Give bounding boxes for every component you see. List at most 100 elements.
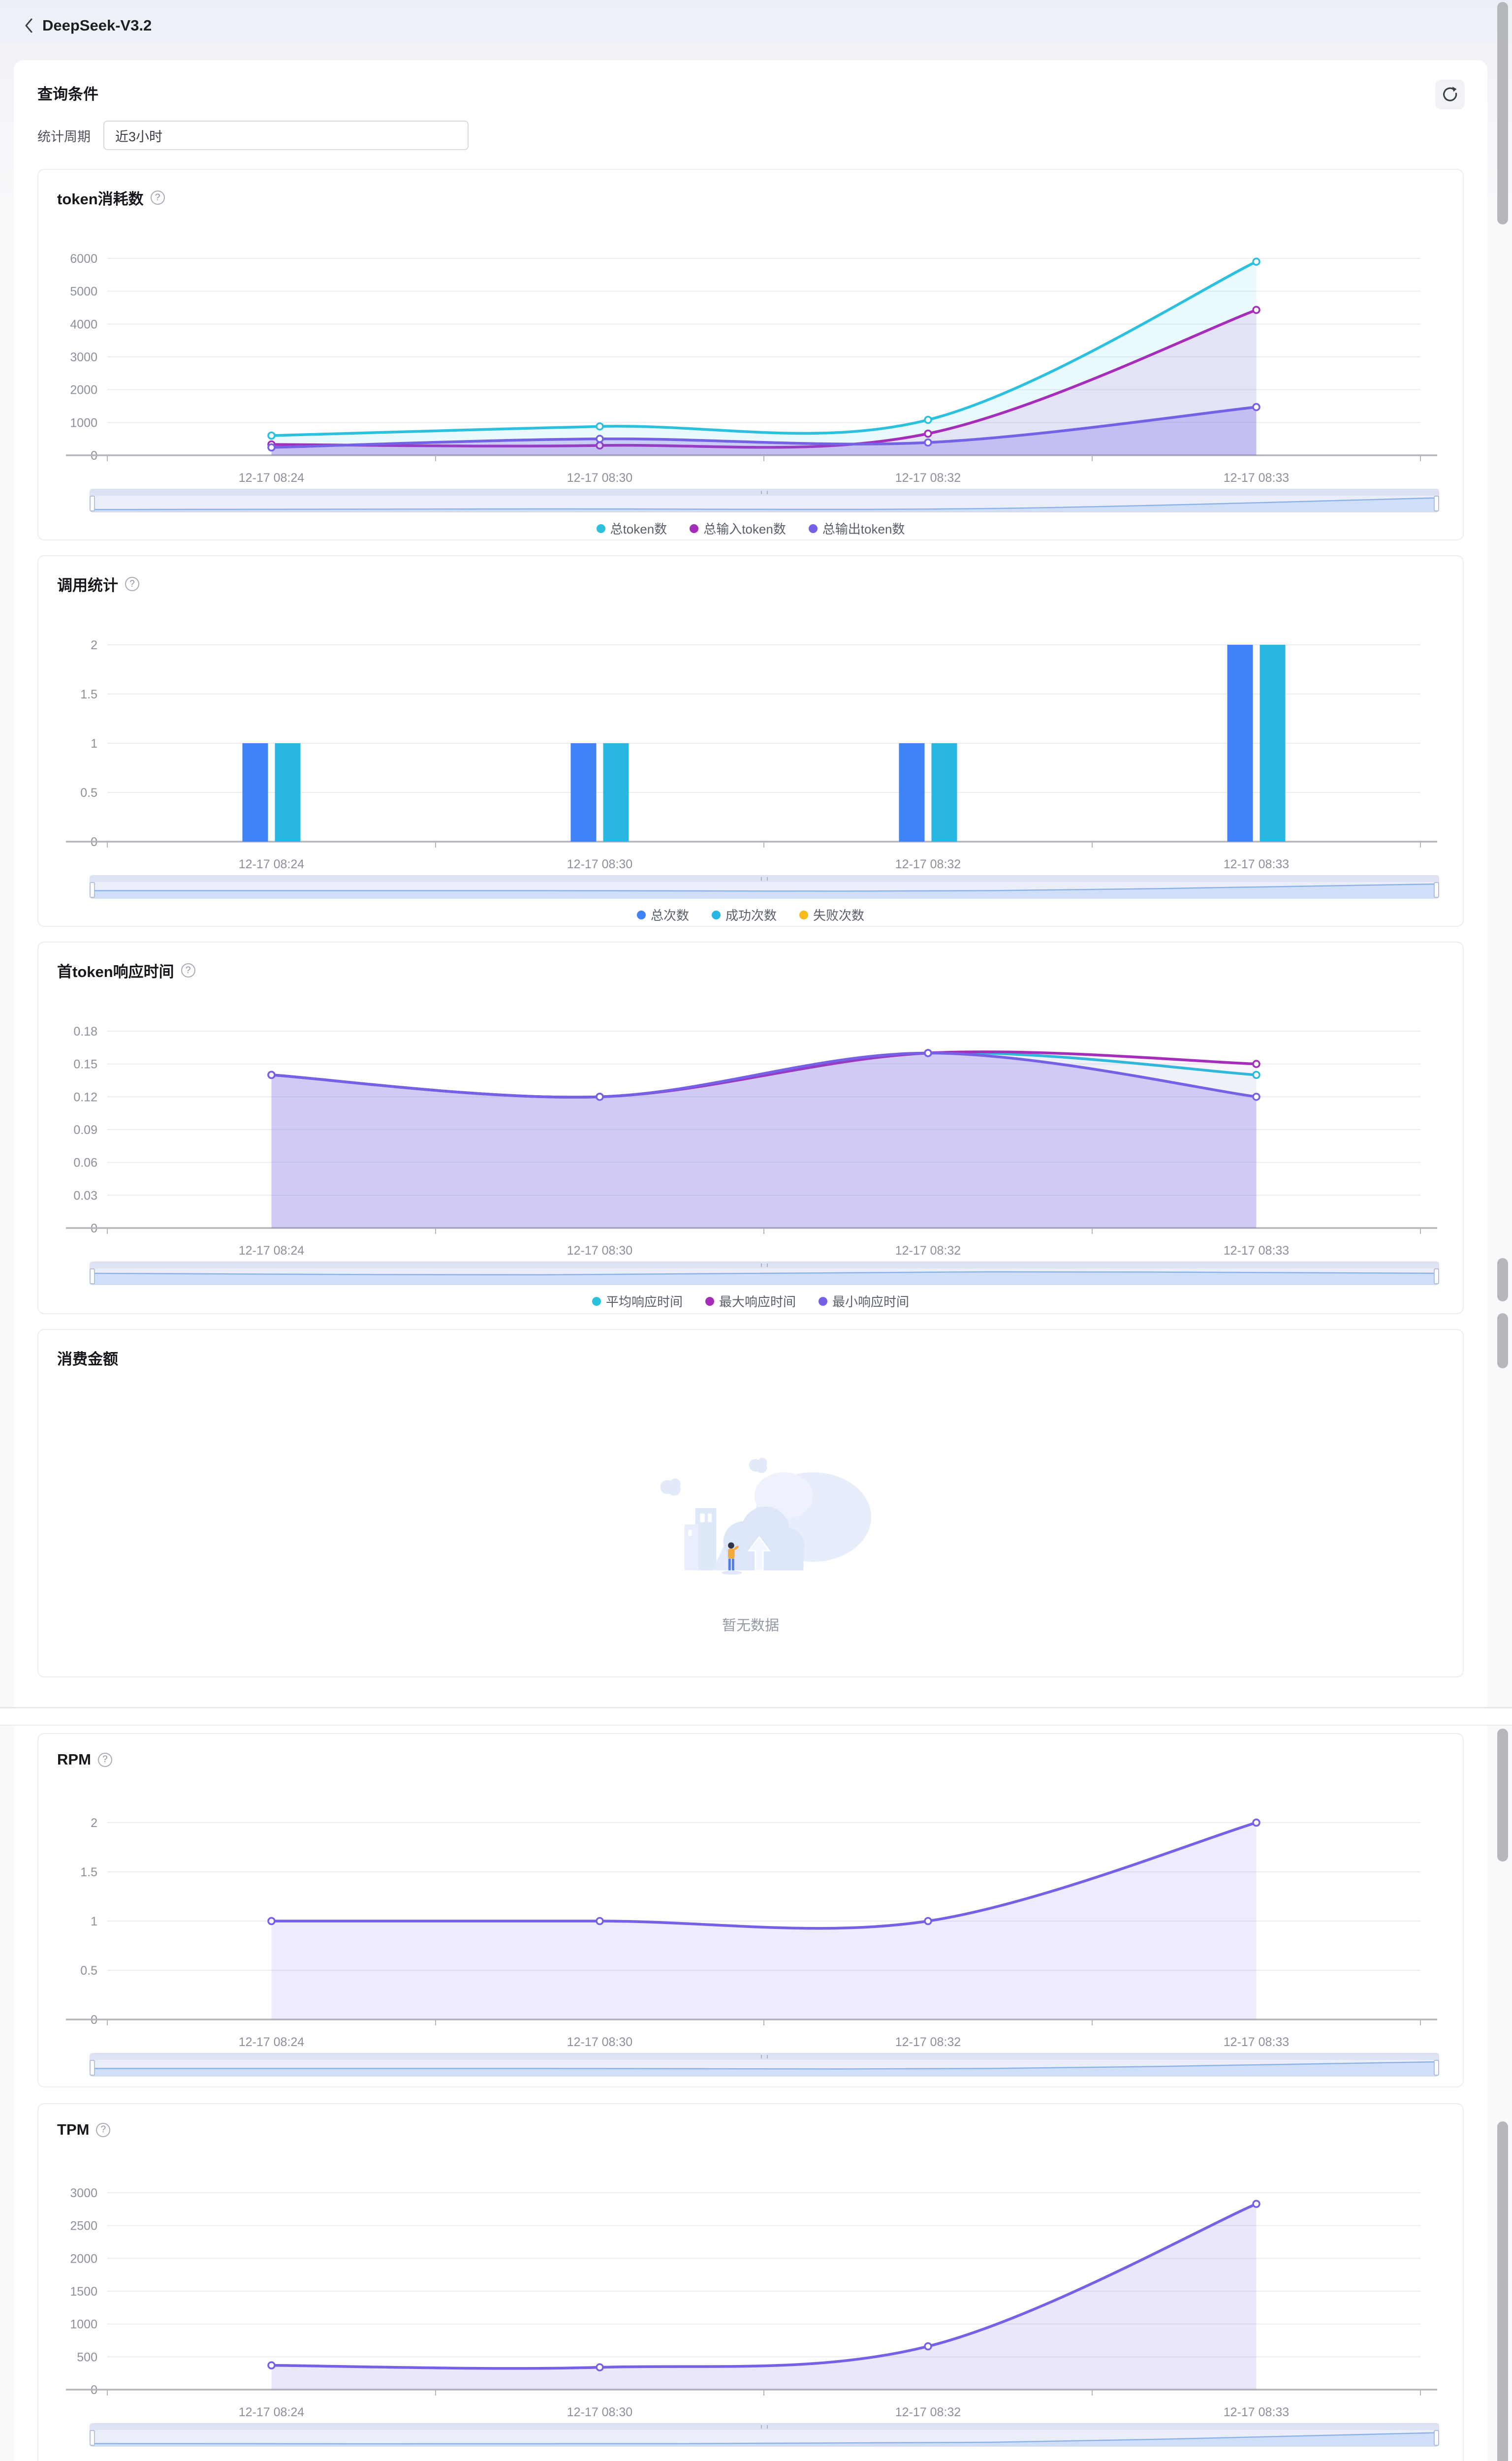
svg-text:0.06: 0.06 xyxy=(73,1156,97,1170)
legend-dot xyxy=(711,910,721,919)
legend-item-总次数[interactable]: 总次数 xyxy=(636,906,689,924)
svg-text:12-17 08:32: 12-17 08:32 xyxy=(895,857,961,871)
bar-总次数 xyxy=(899,743,925,842)
scrollbar-thumb[interactable] xyxy=(1497,2,1508,224)
legend-item-总token数[interactable]: 总token数 xyxy=(596,519,667,537)
period-select[interactable] xyxy=(103,121,469,150)
bar-总次数 xyxy=(570,743,597,842)
legend-label: 平均响应时间 xyxy=(605,1294,683,1309)
svg-text:12-17 08:32: 12-17 08:32 xyxy=(895,1244,961,1258)
svg-text:12-17 08:33: 12-17 08:33 xyxy=(1224,1244,1289,1258)
datazoom-canvas xyxy=(90,2053,1439,2077)
query-panel-title: 查询条件 xyxy=(37,86,98,103)
datazoom-handle-right[interactable] xyxy=(1434,2060,1439,2076)
help-icon[interactable]: ? xyxy=(181,963,195,978)
svg-text:12-17 08:33: 12-17 08:33 xyxy=(1224,471,1289,485)
legend-dot xyxy=(592,1296,601,1306)
scrollbar-thumb[interactable] xyxy=(1497,1729,1508,1862)
svg-text:0.5: 0.5 xyxy=(80,786,97,800)
chart-title: TPM xyxy=(57,2121,90,2138)
svg-text:12-17 08:24: 12-17 08:24 xyxy=(239,2405,305,2419)
help-icon[interactable]: ? xyxy=(150,190,165,205)
datazoom-slider[interactable] xyxy=(90,1262,1439,1285)
chart-title: RPM xyxy=(57,1751,91,1768)
legend-item-最小响应时间[interactable]: 最小响应时间 xyxy=(819,1292,909,1310)
help-icon[interactable]: ? xyxy=(97,1752,112,1767)
svg-text:0.5: 0.5 xyxy=(80,1964,97,1978)
scrollbar-thumb[interactable] xyxy=(1497,1258,1508,1301)
datazoom-handle-left[interactable] xyxy=(90,1268,95,1284)
chart-legend: 总token数 总输入token数 总输出token数 xyxy=(38,519,1463,537)
svg-text:0.18: 0.18 xyxy=(73,1025,97,1039)
datazoom-slider[interactable] xyxy=(90,2423,1439,2447)
datazoom-handle-left[interactable] xyxy=(90,496,95,511)
chart-plot-area: 0.180.150.120.090.060.03012-17 08:2412-1… xyxy=(38,943,1465,1267)
datazoom-handle-left[interactable] xyxy=(90,2430,95,2446)
help-icon[interactable]: ? xyxy=(125,577,139,591)
screenshot-seam xyxy=(0,1707,1512,1726)
svg-text:1.5: 1.5 xyxy=(80,1865,97,1879)
refresh-button[interactable] xyxy=(1435,80,1465,109)
svg-text:12-17 08:32: 12-17 08:32 xyxy=(895,471,961,485)
legend-label: 最大响应时间 xyxy=(719,1294,796,1309)
datazoom-slider[interactable] xyxy=(90,489,1439,512)
help-icon[interactable]: ? xyxy=(96,2122,111,2137)
chart-legend: 总次数 成功次数 失败次数 xyxy=(38,906,1463,924)
scrollbar-thumb[interactable] xyxy=(1497,1313,1508,1368)
series-line-总输入token数 xyxy=(270,308,1258,449)
svg-text:12-17 08:30: 12-17 08:30 xyxy=(567,1244,632,1258)
chevron-left-icon xyxy=(25,18,32,33)
datazoom-canvas xyxy=(90,875,1439,899)
svg-text:2: 2 xyxy=(91,1816,97,1830)
refresh-icon xyxy=(1443,87,1457,101)
svg-text:1.5: 1.5 xyxy=(80,688,97,701)
svg-text:2500: 2500 xyxy=(70,2219,97,2233)
empty-state: 暂无数据 xyxy=(38,1441,1463,1635)
query-row: 统计周期 xyxy=(37,121,1464,150)
chart-plot-area: 600050004000300020001000012-17 08:2412-1… xyxy=(38,170,1465,495)
chart-canvas: 0.180.150.120.090.060.03012-17 08:2412-1… xyxy=(66,1025,1437,1258)
legend-item-成功次数[interactable]: 成功次数 xyxy=(711,906,777,924)
svg-text:0.03: 0.03 xyxy=(73,1189,97,1202)
datazoom-canvas xyxy=(90,489,1439,512)
svg-text:2000: 2000 xyxy=(70,2252,97,2266)
svg-text:12-17 08:24: 12-17 08:24 xyxy=(239,471,305,485)
datazoom-handle-right[interactable] xyxy=(1434,882,1439,898)
legend-label: 最小响应时间 xyxy=(832,1294,910,1309)
legend-item-失败次数[interactable]: 失败次数 xyxy=(799,906,864,924)
svg-text:3000: 3000 xyxy=(70,350,97,364)
datazoom-handle-left[interactable] xyxy=(90,882,95,898)
svg-text:12-17 08:24: 12-17 08:24 xyxy=(239,1244,305,1258)
datazoom-handle-right[interactable] xyxy=(1434,2430,1439,2446)
datazoom-slider[interactable] xyxy=(90,2053,1439,2077)
chart-title: 首token响应时间 xyxy=(57,963,174,980)
legend-item-总输出token数[interactable]: 总输出token数 xyxy=(808,519,905,537)
legend-dot xyxy=(808,524,818,533)
datazoom-handle-right[interactable] xyxy=(1434,1268,1439,1284)
series-line-最小响应时间 xyxy=(270,1051,1258,1099)
legend-item-总输入token数[interactable]: 总输入token数 xyxy=(690,519,786,537)
svg-text:12-17 08:33: 12-17 08:33 xyxy=(1224,2405,1289,2419)
legend-item-平均响应时间[interactable]: 平均响应时间 xyxy=(592,1292,683,1310)
svg-text:12-17 08:33: 12-17 08:33 xyxy=(1224,2035,1289,2049)
scrollbar-thumb[interactable] xyxy=(1497,2121,1508,2461)
bar-总次数 xyxy=(242,743,268,842)
bar-成功次数 xyxy=(931,743,957,842)
svg-text:12-17 08:24: 12-17 08:24 xyxy=(239,2035,305,2049)
back-button[interactable] xyxy=(23,17,34,34)
datazoom-slider[interactable] xyxy=(90,875,1439,899)
chart-title: 消费金额 xyxy=(57,1351,118,1368)
svg-text:12-17 08:30: 12-17 08:30 xyxy=(567,2035,632,2049)
datazoom-handle-right[interactable] xyxy=(1434,496,1439,511)
series-line-总token数 xyxy=(270,260,1258,437)
datazoom-handle-left[interactable] xyxy=(90,2060,95,2076)
chart-card-token-usage: token消耗数 ? 600050004000300020001000012-1… xyxy=(37,169,1464,540)
svg-text:12-17 08:30: 12-17 08:30 xyxy=(567,2405,632,2419)
bar-成功次数 xyxy=(1260,645,1286,842)
svg-text:2000: 2000 xyxy=(70,383,97,397)
chart-title: 调用统计 xyxy=(57,577,118,594)
legend-item-最大响应时间[interactable]: 最大响应时间 xyxy=(705,1292,796,1310)
svg-text:500: 500 xyxy=(77,2350,97,2364)
legend-dot xyxy=(799,910,808,919)
